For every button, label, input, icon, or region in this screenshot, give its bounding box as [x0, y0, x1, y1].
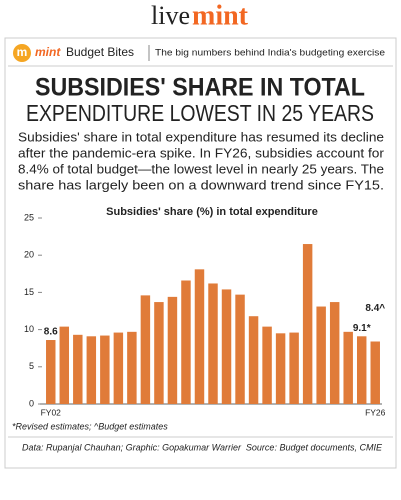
y-tick-label: 20 [24, 250, 34, 260]
banner-series: Budget Bites [66, 45, 134, 59]
x-tick-label: FY26 [365, 407, 386, 417]
bar [289, 332, 299, 404]
title-line: SUBSIDIES' SHARE IN TOTAL [35, 74, 365, 102]
banner-tagline: The big numbers behind India's budgeting… [155, 48, 385, 59]
bar [194, 269, 205, 404]
bar [343, 331, 353, 404]
bar [181, 280, 191, 404]
bar [208, 283, 218, 404]
bar [140, 295, 151, 404]
bar [59, 326, 70, 404]
value-label: 9.1* [353, 323, 371, 334]
bar [46, 340, 56, 404]
banner-icon-bg [13, 44, 31, 62]
bar [248, 316, 259, 404]
x-tick-label: FY02 [41, 407, 62, 417]
logo-mint: mint [192, 0, 249, 31]
bar [262, 326, 272, 404]
source: Source: Budget documents, CMIE [246, 442, 383, 452]
y-tick-label: 10 [24, 324, 34, 334]
credits: Data: Rupanjal Chauhan; Graphic: Gopakum… [22, 442, 242, 452]
bar [100, 335, 110, 404]
description-line: share has largely been on a downward tre… [18, 178, 384, 192]
value-label: 8.6 [44, 327, 58, 338]
description-line: 8.4% of total budget—the lowest level in… [18, 162, 384, 176]
bar [316, 306, 326, 404]
title-line: EXPENDITURE LOWEST IN 25 YEARS [26, 100, 374, 126]
logo-live: live [151, 1, 190, 30]
value-label: 8.4^ [365, 303, 385, 314]
description-line: after the pandemic-era spike. In FY26, s… [18, 146, 384, 160]
y-tick-label: 15 [24, 287, 34, 297]
bar [113, 332, 124, 404]
y-tick-label: 5 [29, 361, 34, 371]
description-line: Subsidies' share in total expenditure ha… [18, 130, 384, 144]
bar [275, 333, 286, 404]
frame [4, 37, 397, 469]
chart-title: Subsidies' share (%) in total expenditur… [106, 206, 318, 218]
bar [370, 341, 380, 404]
y-tick-label: 25 [24, 212, 34, 222]
bar [154, 302, 164, 404]
banner-brand: mint [35, 45, 61, 59]
bar [235, 294, 245, 404]
y-tick-label: 0 [29, 398, 34, 408]
bar [86, 336, 97, 404]
footnote: *Revised estimates; ^Budget estimates [12, 421, 168, 431]
bar [167, 296, 178, 404]
bar [302, 244, 313, 404]
bar [221, 289, 232, 404]
bar [73, 334, 83, 404]
bar [356, 336, 367, 404]
banner-icon: m [17, 45, 28, 59]
bar [329, 302, 340, 404]
bar [127, 331, 137, 404]
